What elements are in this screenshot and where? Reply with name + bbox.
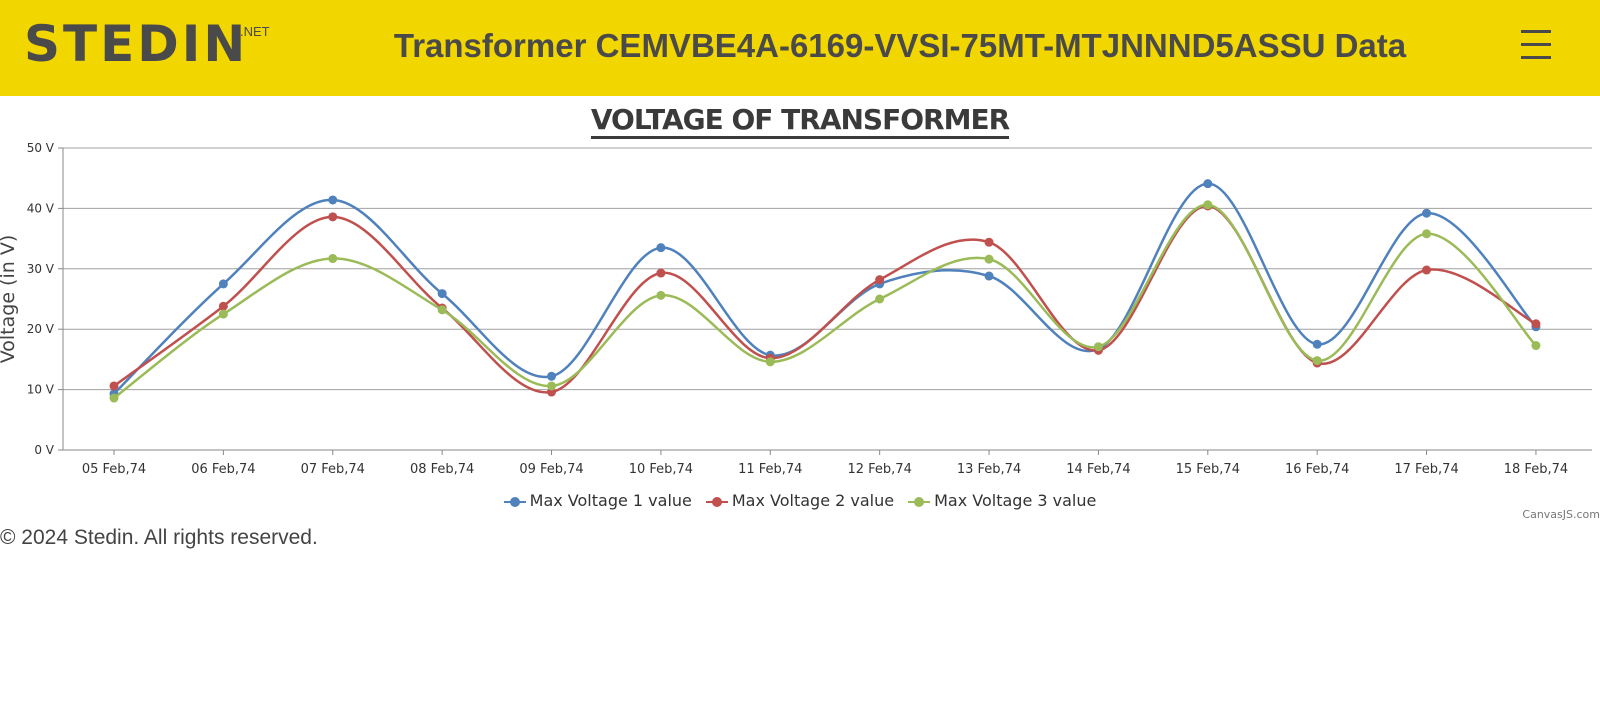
chart-title-wrap: VOLTAGE OF TRANSFORMER — [0, 103, 1600, 139]
data-point-series-1 — [984, 271, 994, 281]
x-tick-label: 16 Feb,74 — [1285, 462, 1349, 477]
data-point-series-1 — [1203, 179, 1213, 189]
x-tick-label: 05 Feb,74 — [82, 462, 146, 477]
data-point-series-3 — [984, 254, 994, 264]
data-point-series-2 — [875, 275, 885, 285]
data-point-series-3 — [547, 381, 557, 391]
data-point-series-3 — [109, 393, 119, 403]
series-line-3 — [113, 203, 1537, 400]
footer-copyright: © 2024 Stedin. All rights reserved. — [0, 526, 318, 549]
stedin-logo[interactable]: STEDIN — [24, 15, 249, 73]
data-point-series-2 — [109, 381, 119, 391]
x-tick-label: 12 Feb,74 — [847, 462, 911, 477]
x-tick-label: 13 Feb,74 — [957, 462, 1021, 477]
data-point-series-3 — [1093, 342, 1103, 352]
data-point-series-3 — [437, 305, 447, 315]
x-tick-label: 11 Feb,74 — [738, 462, 802, 477]
x-tick-label: 18 Feb,74 — [1504, 462, 1568, 477]
legend-item-series-3[interactable]: Max Voltage 3 value — [908, 491, 1096, 510]
data-point-series-2 — [656, 268, 666, 278]
y-tick-label: 50 V — [27, 141, 55, 155]
series-line-2 — [113, 204, 1537, 394]
data-point-series-3 — [1312, 356, 1322, 366]
x-tick-label: 09 Feb,74 — [519, 462, 583, 477]
y-tick-label: 10 V — [27, 383, 55, 397]
data-point-series-3 — [1531, 341, 1541, 351]
legend-marker-icon — [908, 496, 931, 507]
x-tick-label: 06 Feb,74 — [191, 462, 255, 477]
data-point-series-1 — [1422, 208, 1432, 218]
data-point-series-3 — [656, 290, 666, 300]
data-point-series-3 — [1422, 229, 1432, 239]
chart-title: VOLTAGE OF TRANSFORMER — [590, 103, 1010, 139]
data-point-series-3 — [1203, 200, 1213, 210]
data-point-series-2 — [328, 212, 338, 222]
hamburger-menu-icon[interactable] — [1519, 28, 1553, 62]
legend-item-series-1[interactable]: Max Voltage 1 value — [503, 491, 692, 510]
legend-label: Max Voltage 2 value — [731, 491, 895, 510]
data-point-series-1 — [656, 243, 666, 253]
legend-marker-icon — [503, 496, 526, 507]
data-point-series-1 — [218, 279, 228, 289]
legend-label: Max Voltage 3 value — [934, 491, 1097, 510]
data-point-series-2 — [1422, 265, 1432, 275]
series-line-1 — [113, 182, 1537, 395]
x-tick-label: 08 Feb,74 — [410, 462, 474, 477]
y-tick-label: 40 V — [27, 201, 55, 215]
menu-bar — [1521, 30, 1551, 33]
page-title: Transformer CEMVBE4A-6169-VVSI-75MT-MTJN… — [393, 27, 1407, 64]
data-point-series-1 — [328, 195, 338, 205]
canvasjs-credit[interactable]: CanvasJS.com — [1522, 508, 1600, 521]
legend-marker-icon — [705, 496, 728, 507]
x-tick-label: 07 Feb,74 — [301, 462, 365, 477]
x-tick-label: 17 Feb,74 — [1394, 462, 1458, 477]
data-point-series-2 — [218, 301, 228, 311]
data-point-series-2 — [1531, 319, 1541, 329]
menu-bar — [1521, 43, 1551, 46]
menu-bar — [1521, 56, 1551, 59]
data-point-series-3 — [328, 254, 338, 264]
y-tick-label: 20 V — [27, 322, 55, 336]
data-point-series-3 — [218, 309, 228, 319]
voltage-line-chart: 0 V 10 V 20 V 30 V 40 V 50 V Voltage (in V) 05 … — [0, 141, 1592, 477]
x-tick-label: 14 Feb,74 — [1066, 462, 1130, 477]
chart-legend: Max Voltage 1 value Max Voltage 2 value Ma… — [0, 491, 1600, 510]
y-tick-label: 30 V — [27, 262, 55, 276]
legend-item-series-2[interactable]: Max Voltage 2 value — [705, 491, 895, 510]
data-point-series-2 — [984, 237, 994, 247]
legend-label: Max Voltage 1 value — [529, 491, 692, 510]
logo-net-suffix: .NET — [240, 24, 270, 39]
x-tick-label: 15 Feb,74 — [1176, 462, 1240, 477]
data-point-series-1 — [437, 289, 447, 299]
data-point-series-3 — [765, 357, 775, 367]
data-point-series-3 — [875, 294, 885, 304]
y-tick-label: 0 V — [34, 443, 54, 457]
data-point-series-1 — [547, 371, 557, 381]
y-axis-label: Voltage (in V) — [0, 235, 19, 364]
top-header-bar: STEDIN .NET Transformer CEMVBE4A-6169-VV… — [0, 0, 1600, 96]
x-tick-label: 10 Feb,74 — [629, 462, 693, 477]
data-point-series-1 — [1312, 339, 1322, 349]
